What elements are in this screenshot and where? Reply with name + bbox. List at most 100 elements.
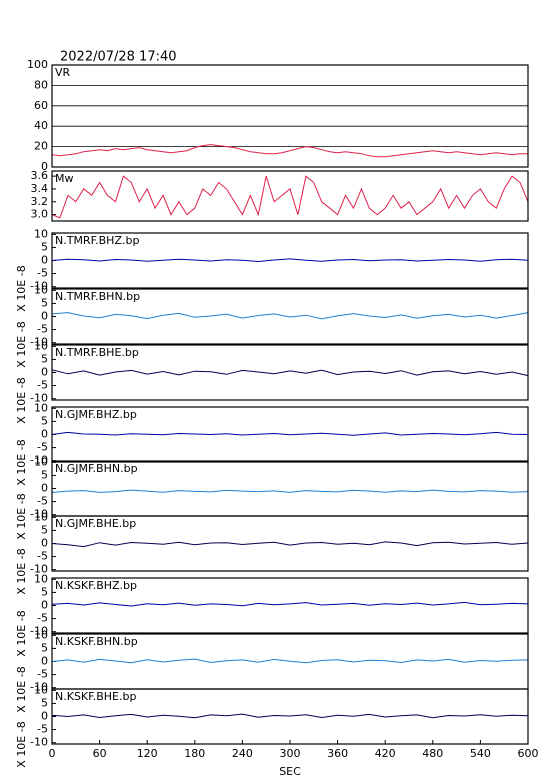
x-tick-label: 60 [93,747,107,760]
x-tick-label: 420 [375,747,396,760]
y-axis-label: X 10E -8 [15,666,28,712]
y-tick-label: 10 [34,283,48,296]
panel-label: N.KSKF.BHZ.bp [55,579,137,592]
y-tick-label: -5 [37,379,48,392]
y-tick-label: 100 [27,58,48,71]
panel-frame [51,170,529,222]
y-tick-label: -10 [30,454,48,467]
y-tick-label: -5 [37,441,48,454]
y-tick-label: 60 [34,99,48,112]
y-tick-label: 10 [34,227,48,240]
y-tick-label: 0 [41,710,48,723]
y-tick-label: -5 [37,323,48,336]
y-tick-label: 5 [41,468,48,481]
data-line [51,431,529,436]
chart-title: 2022/07/28 17:40 [60,50,177,65]
y-axis-label: X 10E -8 [15,439,28,485]
y-tick-label: 0 [41,537,48,550]
x-tick-label: 360 [327,747,348,760]
y-tick-label: 5 [41,352,48,365]
y-tick-label: -5 [37,612,48,625]
y-tick-label: -5 [37,723,48,736]
y-tick-label: 80 [34,78,48,91]
y-tick-label: 5 [41,414,48,427]
x-tick-label: 540 [470,747,491,760]
y-tick-label: 3.0 [31,208,49,221]
y-axis-label: X 10E -8 [15,265,28,311]
data-line [51,541,529,548]
panel-frame [51,344,529,401]
y-tick-label: -10 [30,563,48,576]
data-line [51,658,529,664]
panel-frame [51,232,529,289]
x-tick-label: 480 [422,747,443,760]
x-tick-label: 240 [232,747,253,760]
panel-frame [51,406,529,463]
y-tick-label: -10 [30,625,48,638]
y-tick-label: 10 [34,339,48,352]
panel-label: N.TMRF.BHN.bp [55,290,140,303]
y-tick-label: 0 [41,310,48,323]
data-line [51,369,529,377]
y-tick-label: 0 [41,428,48,441]
panel-frame [51,288,529,345]
y-tick-label: -10 [30,392,48,405]
y-tick-label: 0 [41,254,48,267]
y-axis-label: X 10E -8 [15,493,28,539]
data-line [51,489,529,493]
panel-frame [51,515,529,572]
panel-label: N.GJMF.BHZ.bp [55,408,137,421]
x-tick-label: 180 [184,747,205,760]
y-tick-label: -10 [30,336,48,349]
y-tick-label: 20 [34,140,48,153]
panel-label: N.GJMF.BHE.bp [55,517,136,530]
y-tick-label: -10 [30,508,48,521]
x-tick-label: 300 [280,747,301,760]
y-axis-label: X 10E -8 [15,610,28,656]
panel-label: N.GJMF.BHN.bp [55,462,138,475]
data-line [51,601,529,607]
y-tick-label: 0 [41,655,48,668]
y-tick-label: 5 [41,585,48,598]
y-tick-label: 0 [41,599,48,612]
panel-label: N.TMRF.BHE.bp [55,346,139,359]
y-tick-label: 10 [34,572,48,585]
data-line [51,312,529,320]
panel-label: VR [55,66,71,79]
x-tick-label: 120 [137,747,158,760]
x-axis-label: SEC [279,765,301,778]
y-tick-label: 5 [41,523,48,536]
y-axis-label: X 10E -8 [15,721,28,767]
y-tick-label: 10 [34,401,48,414]
y-tick-label: -5 [37,495,48,508]
y-tick-label: 0 [41,482,48,495]
y-axis-label: X 10E -8 [15,377,28,423]
y-tick-label: 40 [34,119,48,132]
y-tick-label: 10 [34,628,48,641]
y-tick-label: 5 [41,240,48,253]
y-tick-label: 10 [34,683,48,696]
panel-label: Mw [55,172,74,185]
panel-frame [51,64,529,168]
y-tick-label: 10 [34,510,48,523]
y-axis-label: X 10E -8 [15,321,28,367]
y-tick-label: 10 [34,455,48,468]
x-tick-label: 0 [49,747,56,760]
panel-frame [51,577,529,634]
y-tick-label: -10 [30,736,48,749]
y-tick-label: -5 [37,550,48,563]
data-line [51,175,529,219]
data-line [51,144,528,158]
y-tick-label: -5 [37,267,48,280]
y-tick-label: 0 [41,160,48,173]
y-tick-label: 5 [41,296,48,309]
y-tick-label: -10 [30,681,48,694]
x-tick-label: 600 [518,747,539,760]
y-tick-label: -5 [37,668,48,681]
y-tick-label: -10 [30,280,48,293]
panel-label: N.KSKF.BHN.bp [55,635,138,648]
panel-label: N.TMRF.BHZ.bp [55,234,139,247]
y-tick-label: 0 [41,366,48,379]
y-tick-label: 5 [41,641,48,654]
